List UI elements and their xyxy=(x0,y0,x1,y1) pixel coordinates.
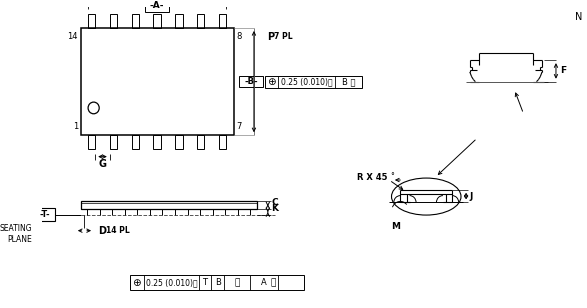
Text: SEATING
PLANE: SEATING PLANE xyxy=(0,224,32,244)
Bar xyxy=(131,135,139,149)
Bar xyxy=(110,14,117,28)
Text: -A-: -A- xyxy=(150,1,164,10)
Bar xyxy=(197,135,204,149)
Text: R X 45: R X 45 xyxy=(357,172,387,182)
Text: 8: 8 xyxy=(237,32,242,41)
Bar xyxy=(239,76,263,87)
Text: G: G xyxy=(99,159,106,168)
Text: 1: 1 xyxy=(73,122,78,131)
Text: B: B xyxy=(215,278,221,287)
Text: T: T xyxy=(203,278,207,287)
Bar xyxy=(153,14,161,28)
Text: Ⓢ: Ⓢ xyxy=(235,278,240,287)
Text: ⊕: ⊕ xyxy=(267,77,276,87)
Bar xyxy=(145,0,169,11)
Text: M: M xyxy=(391,222,400,231)
Text: P: P xyxy=(267,32,274,42)
Text: 7: 7 xyxy=(237,122,242,131)
Bar xyxy=(130,275,304,290)
Text: J: J xyxy=(470,192,473,201)
Bar xyxy=(88,135,95,149)
Text: A: A xyxy=(261,278,267,287)
Text: °: ° xyxy=(390,172,394,182)
Text: 7 PL: 7 PL xyxy=(274,32,293,41)
Bar xyxy=(88,14,95,28)
Bar xyxy=(219,135,227,149)
Text: 14: 14 xyxy=(68,32,78,41)
Text: ⊕: ⊕ xyxy=(132,278,141,288)
Bar xyxy=(153,135,161,149)
Bar xyxy=(176,135,183,149)
Text: K: K xyxy=(272,204,279,213)
Bar xyxy=(265,76,362,88)
Text: F: F xyxy=(559,67,566,75)
Text: C: C xyxy=(272,198,278,207)
Text: 0.25 (0.010)Ⓜ: 0.25 (0.010)Ⓜ xyxy=(281,78,333,87)
Text: 14 PL: 14 PL xyxy=(106,226,130,235)
Bar xyxy=(197,14,204,28)
Text: Ⓢ: Ⓢ xyxy=(271,278,276,287)
Text: -T-: -T- xyxy=(39,210,50,219)
Bar xyxy=(176,14,183,28)
Bar xyxy=(131,14,139,28)
Bar xyxy=(80,201,257,209)
Text: D: D xyxy=(99,226,107,236)
Text: -B-: -B- xyxy=(244,77,258,86)
Text: N: N xyxy=(575,11,582,22)
Bar xyxy=(35,208,55,221)
Bar xyxy=(80,28,234,135)
Text: B Ⓜ: B Ⓜ xyxy=(342,78,355,87)
Bar xyxy=(219,14,227,28)
Text: 0.25 (0.010)Ⓜ: 0.25 (0.010)Ⓜ xyxy=(146,278,197,287)
Bar xyxy=(110,135,117,149)
